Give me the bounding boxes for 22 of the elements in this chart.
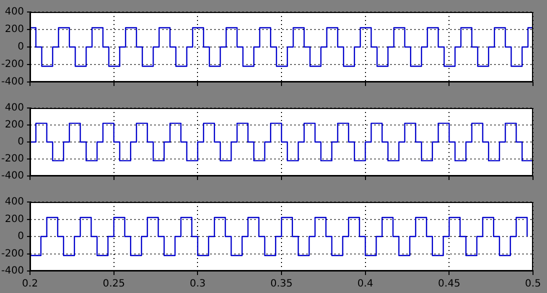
x-tick-label: 0.45 [438,278,460,290]
x-tick-label: 0.25 [102,278,125,290]
y-tick-label: -200 [1,59,24,70]
y-tick-label: -400 [1,76,24,88]
y-tick-label: 200 [4,214,24,225]
y-tick-label: -400 [1,266,24,277]
y-tick-label: 0 [18,42,24,53]
y-tick-label: 400 [4,6,24,18]
y-tick-label: -400 [1,170,24,182]
y-tick-label: 200 [4,120,24,131]
y-tick-label: 200 [4,24,24,36]
y-tick-label: -200 [1,154,24,165]
x-tick-label: 0.5 [525,278,541,290]
x-tick-label: 0.4 [357,278,374,290]
x-tick-label: 0.2 [22,278,38,290]
y-tick-label: 0 [18,136,24,148]
y-tick-label: 400 [4,196,24,208]
y-tick-label: 0 [18,231,24,242]
y-tick-label: -200 [1,248,24,260]
x-tick-label: 0.3 [190,278,206,290]
y-tick-label: 400 [4,102,24,114]
x-tick-label: 0.35 [270,278,293,290]
